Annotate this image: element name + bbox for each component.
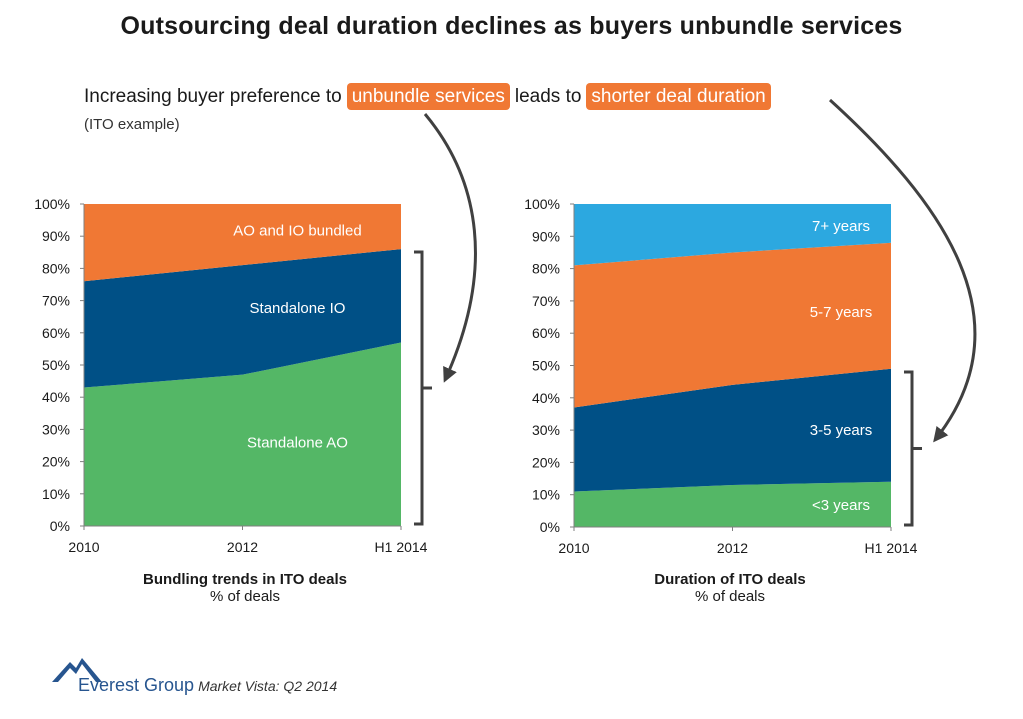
chart-2-subtitle: % of deals [694, 588, 766, 605]
chart-2-area-3-5-years [574, 368, 891, 492]
chart-2-area-7-years [574, 204, 891, 266]
chart-1-y-tick-label: 0% [50, 518, 70, 534]
chart-1-area-standalone-io [84, 249, 401, 388]
highlight-shorter-deal-duration: shorter deal duration [586, 83, 771, 110]
intro-part1: Increasing buyer preference to [84, 86, 342, 107]
chart-1-y-tick-label: 10% [42, 486, 70, 502]
chart-1-y-tick-label: 20% [42, 454, 70, 470]
chart-2-area-5-7-years [574, 242, 891, 408]
chart-1-bracket [414, 250, 432, 526]
chart-1-series-label: Standalone IO [250, 300, 346, 317]
chart-2-series-label: 5-7 years [810, 304, 873, 321]
chart-2-series-label: 7+ years [812, 218, 870, 235]
chart-1-title: Bundling trends in ITO deals [143, 571, 347, 588]
chart-1-y-tick-label: 30% [42, 421, 70, 437]
chart-1-y-tick-label: 70% [42, 293, 70, 309]
chart-2-series-label: 3-5 years [810, 422, 873, 439]
chart-1-y-tick-label: 100% [34, 196, 70, 212]
source-footer: Everest Group Market Vista: Q2 2014 [78, 675, 337, 696]
page-title: Outsourcing deal duration declines as bu… [120, 12, 903, 40]
chart-2-y-tick-label: 100% [524, 196, 560, 212]
chart-2-y-tick-label: 50% [532, 358, 560, 374]
highlight-unbundle-services: unbundle services [346, 83, 510, 110]
chart-2-y-tick-label: 40% [532, 390, 560, 406]
chart-2-y-tick-label: 30% [532, 422, 560, 438]
brand-name: Everest Group [78, 675, 195, 695]
chart-2-bracket [904, 370, 922, 527]
intro-part2: leads to [514, 86, 582, 107]
chart-2-x-tick-label: 2012 [717, 540, 748, 556]
chart-1-x-tick-label: 2012 [227, 539, 258, 555]
chart-1-series-label: AO and IO bundled [233, 223, 361, 240]
chart-1-y-tick-label: 80% [42, 260, 70, 276]
chart-1-caption: Bundling trends in ITO deals % of deals [80, 571, 410, 605]
chart-2-x-tick-label: H1 2014 [865, 540, 918, 556]
arrow-to-chart-1-icon [423, 113, 477, 383]
chart-2-area-3-years [574, 481, 891, 527]
everest-mountain-logo-icon [52, 656, 102, 687]
chart-1-area-ao-and-io-bundled [84, 204, 401, 282]
chart-2-series-label: <3 years [812, 497, 870, 514]
chart-1-y-tick-label: 90% [42, 228, 70, 244]
chart-2-y-tick-label: 80% [532, 261, 560, 277]
chart-1-x-tick-label: H1 2014 [375, 539, 428, 555]
chart-2-title: Duration of ITO deals [654, 571, 806, 588]
chart-1-series-label: Standalone AO [247, 434, 348, 451]
chart-1-y-tick-label: 60% [42, 325, 70, 341]
chart-2-y-tick-label: 70% [532, 293, 560, 309]
chart-1-subtitle: % of deals [209, 588, 281, 605]
chart-2-y-tick-label: 20% [532, 454, 560, 470]
source-label: Market Vista: Q2 2014 [198, 678, 338, 694]
intro-subtitle: (ITO example) [84, 116, 180, 133]
chart-2-y-tick-label: 90% [532, 228, 560, 244]
chart-2-y-tick-label: 0% [540, 519, 560, 535]
arrow-to-chart-2-icon [828, 98, 977, 443]
chart-2-x-tick-label: 2010 [558, 540, 589, 556]
intro-text: Increasing buyer preference to unbundle s… [84, 83, 771, 110]
chart-2-caption: Duration of ITO deals % of deals [565, 571, 895, 605]
chart-1-y-tick-label: 50% [42, 357, 70, 373]
chart-1-area-standalone-ao [84, 342, 401, 526]
chart-1-x-tick-label: 2010 [68, 539, 99, 555]
chart-2-y-tick-label: 60% [532, 325, 560, 341]
chart-2-y-tick-label: 10% [532, 487, 560, 503]
chart-1-y-tick-label: 40% [42, 389, 70, 405]
